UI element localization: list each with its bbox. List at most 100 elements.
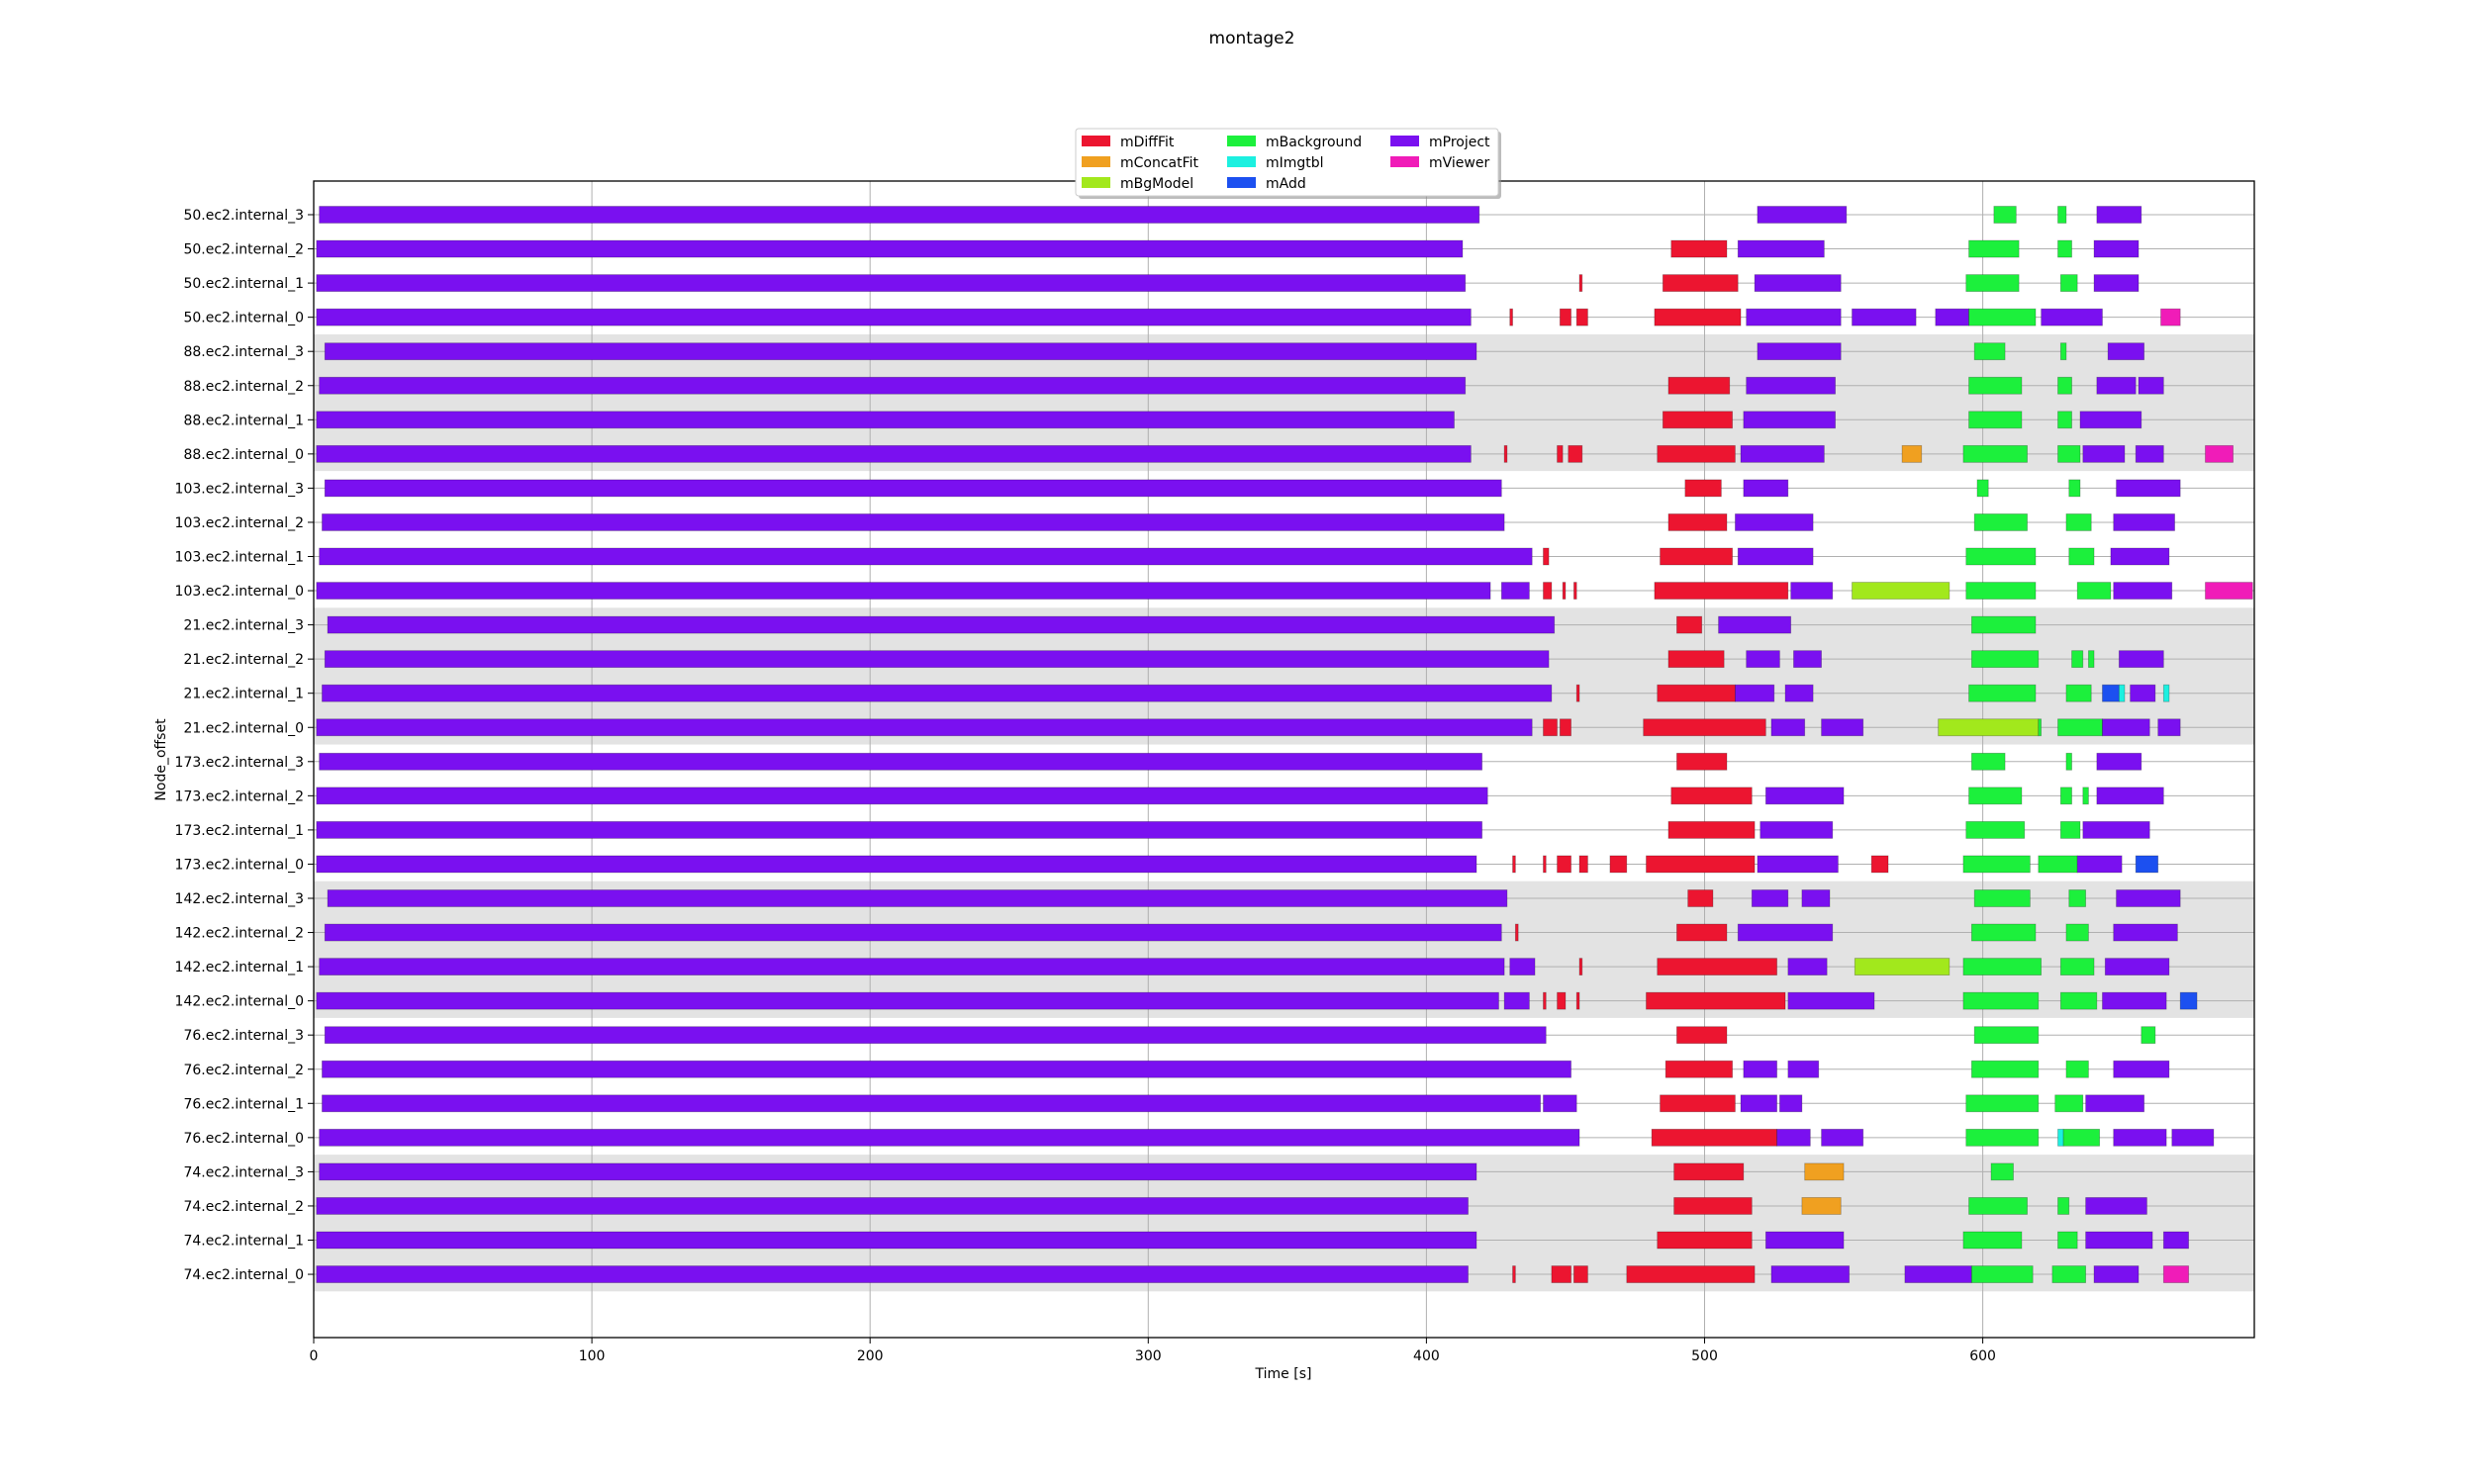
task-bar-mProject <box>2113 1128 2167 1147</box>
x-tick-labels: 0 100 200 300 400 500 600 <box>310 1338 1996 1364</box>
task-bar-mViewer <box>2205 582 2253 600</box>
y-tick-label: 74.ec2.internal_1 <box>183 1234 304 1250</box>
task-bar-mBackground <box>1962 991 2040 1010</box>
x-tick-label: 0 <box>310 1348 319 1364</box>
y-tick-labels: 50.ec2.internal_3 50.ec2.internal_2 50.ec2… <box>175 208 314 1283</box>
y-tick-label: 103.ec2.internal_1 <box>175 550 304 566</box>
legend-label: mAdd <box>1266 176 1306 192</box>
task-bar-mProject <box>1757 855 1839 874</box>
y-tick-label: 50.ec2.internal_3 <box>183 208 304 224</box>
task-bar-mDiffFit <box>1559 308 1571 326</box>
task-bar-mDiffFit <box>1568 444 1583 463</box>
task-bar-mDiffFit <box>1667 650 1725 669</box>
task-bar-mImgtbl <box>2162 684 2170 702</box>
task-bar-mBackground <box>2057 1231 2078 1250</box>
legend-label: mDiffFit <box>1120 135 1175 150</box>
task-bar-mProject <box>327 889 1508 907</box>
legend-swatch <box>1390 156 1419 167</box>
task-bar-mDiffFit <box>1514 923 1519 942</box>
task-bar-mProject <box>1764 1231 1845 1250</box>
legend-swatch <box>1227 177 1256 188</box>
task-bar-mBackground <box>1968 684 2037 702</box>
task-bar-mProject <box>1743 411 1837 429</box>
task-bar-mProject <box>1852 308 1917 326</box>
task-bar-mBackground <box>2141 1026 2156 1045</box>
y-tick-label: 76.ec2.internal_2 <box>183 1063 304 1078</box>
task-bar-mProject <box>1793 650 1822 669</box>
y-tick-label: 103.ec2.internal_0 <box>175 584 304 600</box>
task-bar-mProject <box>324 1026 1547 1045</box>
task-bar-mProject <box>2113 923 2178 942</box>
task-bar-mProject <box>316 855 1477 874</box>
task-bar-mProject <box>2082 821 2150 839</box>
legend-label: mImgtbl <box>1266 155 1324 171</box>
task-bar-mProject <box>2135 444 2164 463</box>
y-tick-label: 142.ec2.internal_3 <box>175 891 304 907</box>
task-bar-mConcatFit <box>1801 1197 1842 1215</box>
task-bar-mBackground <box>1962 958 2043 975</box>
task-bar-mDiffFit <box>1667 376 1731 395</box>
task-bar-mDiffFit <box>1654 308 1742 326</box>
task-bar-mProject <box>316 1265 1469 1283</box>
task-bar-mProject <box>322 1060 1571 1078</box>
task-bar-mDiffFit <box>1667 513 1728 531</box>
task-bar-mBackground <box>2038 855 2078 874</box>
task-bar-mProject <box>1718 615 1792 634</box>
legend-label: mBackground <box>1266 135 1362 150</box>
task-bar-mBackground <box>1990 1162 2014 1181</box>
task-bar-mDiffFit <box>1503 444 1508 463</box>
task-bar-mProject <box>322 513 1505 531</box>
task-bar-mProject <box>1778 1094 1803 1113</box>
task-bar-mProject <box>1764 787 1845 805</box>
task-bar-mProject <box>1787 1060 1820 1078</box>
task-bar-mDiffFit <box>1551 1265 1571 1283</box>
y-tick-label: 50.ec2.internal_0 <box>183 311 304 326</box>
task-bar-mProject <box>2171 1128 2215 1147</box>
task-bar-mProject <box>1790 582 1834 600</box>
task-bar-mProject <box>316 411 1455 429</box>
task-bar-mProject <box>1784 684 1814 702</box>
task-bar-mProject <box>1821 718 1864 737</box>
y-tick-label: 173.ec2.internal_2 <box>175 788 304 804</box>
y-tick-label: 21.ec2.internal_2 <box>183 652 304 668</box>
x-tick-label: 200 <box>857 1348 884 1364</box>
legend-label: mBgModel <box>1120 176 1193 192</box>
task-bar-mBackground <box>2059 787 2072 805</box>
task-bar-mDiffFit <box>1675 923 1728 942</box>
task-bar-mProject <box>316 787 1488 805</box>
task-bar-mImgtbl <box>2057 1128 2064 1147</box>
task-bar-mDiffFit <box>1543 582 1553 600</box>
task-bar-mBackground <box>1973 889 2031 907</box>
task-bar-mProject <box>319 958 1505 975</box>
task-bar-mProject <box>1746 308 1842 326</box>
task-bar-mProject <box>1935 308 1969 326</box>
task-bar-mDiffFit <box>1512 1265 1516 1283</box>
task-bar-mProject <box>1746 650 1780 669</box>
task-bar-mDiffFit <box>1578 855 1588 874</box>
task-bar-mDiffFit <box>1870 855 1889 874</box>
task-bar-mBackground <box>1973 1026 2040 1045</box>
task-bar-mProject <box>2096 752 2142 771</box>
task-bar-mBackground <box>1970 923 2037 942</box>
task-bar-mBackground <box>2088 650 2095 669</box>
task-bar-mBackground <box>2057 206 2067 224</box>
task-bar-mProject <box>1776 1128 1811 1147</box>
y-tick-label: 103.ec2.internal_3 <box>175 481 304 497</box>
task-bar-mBackground <box>1968 239 2020 258</box>
task-bar-mBackground <box>1965 582 2037 600</box>
legend-swatch <box>1390 136 1419 146</box>
task-bar-mDiffFit <box>1646 855 1756 874</box>
task-bar-mProject <box>319 1162 1477 1181</box>
task-bar-mDiffFit <box>1543 855 1547 874</box>
task-bar-mProject <box>319 206 1480 224</box>
y-tick-label: 74.ec2.internal_2 <box>183 1199 304 1215</box>
task-bar-mProject <box>316 991 1499 1010</box>
task-bar-mBackground <box>2059 991 2098 1010</box>
y-tick-label: 21.ec2.internal_0 <box>183 720 304 736</box>
task-bar-mBackground <box>1968 1197 2028 1215</box>
task-bar-mBackground <box>2065 752 2072 771</box>
task-bar-mBackground <box>1968 411 2023 429</box>
task-bar-mProject <box>1787 958 1828 975</box>
task-bar-mProject <box>2076 855 2123 874</box>
task-bar-mProject <box>2162 1231 2190 1250</box>
